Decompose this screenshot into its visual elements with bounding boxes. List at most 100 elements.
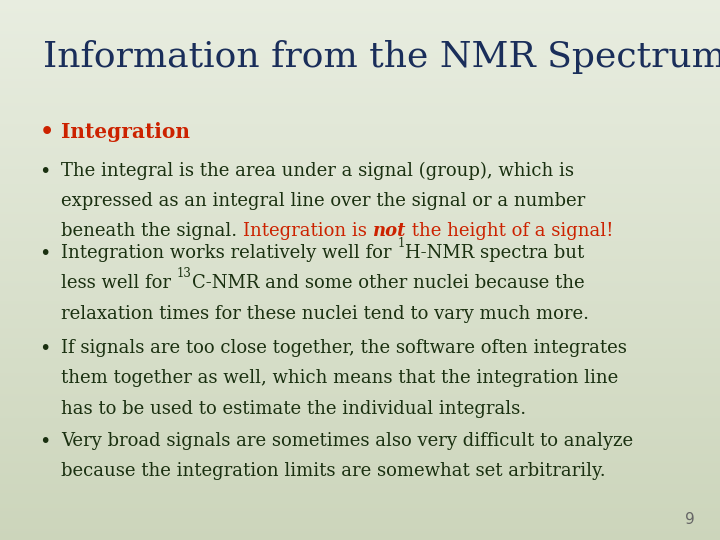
Bar [0, 36, 720, 38]
Bar [0, 455, 720, 457]
Bar [0, 252, 720, 254]
Bar [0, 160, 720, 162]
Bar [0, 72, 720, 74]
Bar [0, 482, 720, 484]
Bar [0, 214, 720, 216]
Bar [0, 216, 720, 218]
Bar [0, 120, 720, 123]
Bar [0, 340, 720, 342]
Bar [0, 88, 720, 90]
Bar [0, 443, 720, 444]
Bar [0, 198, 720, 200]
Bar [0, 401, 720, 403]
Text: Integration: Integration [61, 122, 190, 141]
Bar [0, 432, 720, 434]
Bar [0, 517, 720, 518]
Bar [0, 452, 720, 454]
Bar [0, 38, 720, 39]
Bar [0, 428, 720, 430]
Bar [0, 362, 720, 363]
Bar [0, 346, 720, 347]
Bar [0, 409, 720, 410]
Bar [0, 204, 720, 205]
Bar [0, 18, 720, 20]
Bar [0, 45, 720, 47]
Bar [0, 54, 720, 56]
Bar [0, 150, 720, 151]
Bar [0, 5, 720, 7]
Bar [0, 76, 720, 77]
Bar [0, 66, 720, 69]
Bar [0, 363, 720, 366]
Bar [0, 130, 720, 131]
Bar [0, 265, 720, 266]
Bar [0, 366, 720, 367]
Text: not: not [373, 222, 406, 240]
Bar [0, 536, 720, 538]
Bar [0, 196, 720, 198]
Bar [0, 248, 720, 250]
Text: them together as well, which means that the integration line: them together as well, which means that … [61, 369, 618, 387]
Bar [0, 167, 720, 169]
Bar [0, 290, 720, 292]
Bar [0, 50, 720, 52]
Bar [0, 529, 720, 531]
Bar [0, 448, 720, 450]
Bar [0, 108, 720, 110]
Bar [0, 474, 720, 475]
Bar [0, 477, 720, 479]
Bar [0, 425, 720, 427]
Bar [0, 347, 720, 349]
Bar [0, 65, 720, 66]
Bar [0, 342, 720, 344]
Bar [0, 356, 720, 358]
Bar [0, 228, 720, 231]
Bar [0, 164, 720, 166]
Bar [0, 353, 720, 355]
Bar [0, 454, 720, 455]
Bar [0, 184, 720, 185]
Bar [0, 295, 720, 297]
Bar [0, 486, 720, 488]
Bar [0, 302, 720, 304]
Bar [0, 371, 720, 373]
Bar [0, 376, 720, 378]
Bar [0, 126, 720, 128]
Bar [0, 245, 720, 247]
Bar [0, 471, 720, 474]
Bar [0, 220, 720, 221]
Bar [0, 394, 720, 396]
Bar [0, 369, 720, 371]
Bar [0, 157, 720, 158]
Bar [0, 178, 720, 180]
Bar [0, 166, 720, 167]
Bar [0, 29, 720, 31]
Bar [0, 493, 720, 495]
Bar [0, 293, 720, 295]
Bar [0, 335, 720, 336]
Bar [0, 515, 720, 517]
Bar [0, 110, 720, 112]
Bar [0, 360, 720, 362]
Bar [0, 398, 720, 400]
Bar [0, 171, 720, 173]
Text: 9: 9 [685, 511, 695, 526]
Bar [0, 423, 720, 425]
Bar [0, 501, 720, 502]
Bar [0, 412, 720, 414]
Text: •: • [40, 122, 54, 141]
Bar [0, 441, 720, 443]
Bar [0, 83, 720, 85]
Bar [0, 508, 720, 509]
Bar [0, 31, 720, 32]
Bar [0, 299, 720, 301]
Bar [0, 389, 720, 390]
Bar [0, 288, 720, 290]
Bar [0, 153, 720, 155]
Bar [0, 234, 720, 236]
Bar [0, 286, 720, 288]
Text: because the integration limits are somewhat set arbitrarily.: because the integration limits are somew… [61, 462, 606, 480]
Bar [0, 282, 720, 285]
Bar [0, 396, 720, 398]
Bar [0, 420, 720, 421]
